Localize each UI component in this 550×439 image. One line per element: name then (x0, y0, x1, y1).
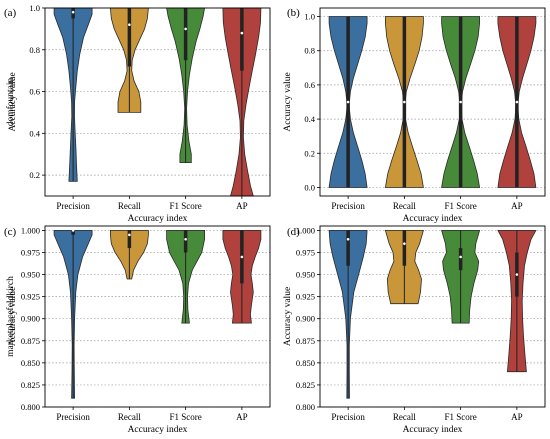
y-axis-label: Accuracy value (8, 72, 18, 131)
y-tick-label: 0.875 (21, 336, 40, 346)
panel-4: 0.800 0.825 0.850 0.875 0.900 0.925 0.950 0.975… (283, 225, 546, 435)
median-point (240, 31, 244, 35)
x-tick-label: Precision (331, 412, 365, 422)
y-tick-label: 0.2 (29, 170, 40, 180)
x-tick-label: F1 Score (445, 201, 477, 211)
y-tick-label: 0.8 (304, 46, 315, 56)
y-tick-label: 0.800 (296, 402, 315, 412)
y-tick-label: 0.0 (304, 182, 315, 192)
panel-label: (d) (287, 226, 300, 238)
x-tick-label: Recall (393, 412, 416, 422)
y-tick-label: 0.900 (21, 314, 40, 324)
y-tick-label: 1.000 (296, 225, 315, 235)
median-point (459, 100, 462, 104)
y-tick-label: 0.950 (21, 270, 40, 280)
dataset-label: domfountain (5, 77, 16, 126)
y-tick-label: 0.950 (296, 270, 315, 280)
panel-2: 0.0 0.2 0.4 0.6 0.8 1.0 Precision Recall F1 Scor… (283, 7, 546, 224)
median-point (71, 229, 75, 232)
y-tick-label: 0.900 (296, 314, 315, 324)
panel-label: (b) (287, 7, 300, 19)
x-tick-label: Precision (56, 201, 90, 211)
y-tick-label: 0.925 (296, 292, 315, 302)
median-point (184, 27, 187, 31)
y-axis-label: Accuracy value (283, 287, 293, 346)
x-axis-label: Accuracy index (128, 214, 188, 224)
y-tick-label: 1.0 (29, 3, 40, 13)
x-axis-label: Accuracy index (403, 214, 463, 224)
median-point (403, 242, 406, 245)
y-tick-label: 0.6 (29, 87, 40, 97)
panel-3: 0.800 0.825 0.850 0.875 0.900 0.925 0.950 0.975… (4, 225, 271, 435)
median-point (128, 23, 131, 27)
y-axis-label: Accuracy value (8, 287, 18, 346)
y-tick-label: 0.2 (304, 148, 315, 158)
x-tick-label: Recall (393, 201, 416, 211)
y-tick-label: 0.850 (21, 358, 40, 368)
y-tick-label: 0.925 (21, 292, 40, 302)
y-tick-label: 0.8 (29, 45, 40, 55)
x-tick-label: Precision (56, 412, 90, 422)
axes-frame (44, 225, 271, 408)
x-tick-label: AP (236, 412, 248, 422)
y-tick-label: 0.6 (304, 80, 315, 90)
panel-label: (c) (4, 226, 17, 238)
x-axis-label: Accuracy index (128, 425, 188, 435)
y-tick-label: 1.000 (21, 225, 40, 235)
axes-frame (319, 225, 546, 408)
median-point (346, 100, 350, 104)
y-tick-label: 0.4 (304, 114, 315, 124)
x-tick-label: AP (511, 412, 523, 422)
y-tick-label: 0.825 (296, 380, 315, 390)
median-point (346, 237, 350, 241)
y-tick-label: 0.825 (21, 380, 40, 390)
y-tick-label: 0.4 (29, 128, 40, 138)
median-point (128, 233, 131, 237)
x-tick-label: AP (236, 201, 248, 211)
median-point (240, 255, 244, 259)
y-tick-label: 0.800 (21, 402, 40, 412)
dataset-label: marketplacefeldkirch (5, 276, 16, 357)
panel-label: (a) (4, 7, 17, 19)
x-tick-label: AP (511, 201, 523, 211)
y-tick-label: 0.975 (296, 247, 315, 257)
x-axis-label: Accuracy index (403, 425, 463, 435)
median-point (515, 273, 519, 276)
y-tick-label: 1.0 (304, 12, 315, 22)
y-tick-label: 0.850 (296, 358, 315, 368)
y-axis-label: Accuracy value (283, 72, 293, 131)
median-point (403, 100, 406, 104)
median-point (459, 255, 462, 259)
x-tick-label: Recall (118, 201, 141, 211)
median-point (184, 237, 187, 241)
y-tick-label: 0.975 (21, 247, 40, 257)
x-tick-label: Recall (118, 412, 141, 422)
x-tick-label: F1 Score (170, 201, 202, 211)
y-tick-label: 0.875 (296, 336, 315, 346)
axes-frame (319, 7, 546, 197)
median-point (515, 100, 519, 104)
panel-1: 0.2 0.4 0.6 0.8 1.0 Precision Recall F1 Score AP… (4, 3, 271, 224)
x-tick-label: F1 Score (170, 412, 202, 422)
x-tick-label: Precision (331, 201, 365, 211)
axes-frame (44, 7, 271, 197)
x-tick-label: F1 Score (445, 412, 477, 422)
median-point (71, 10, 75, 14)
